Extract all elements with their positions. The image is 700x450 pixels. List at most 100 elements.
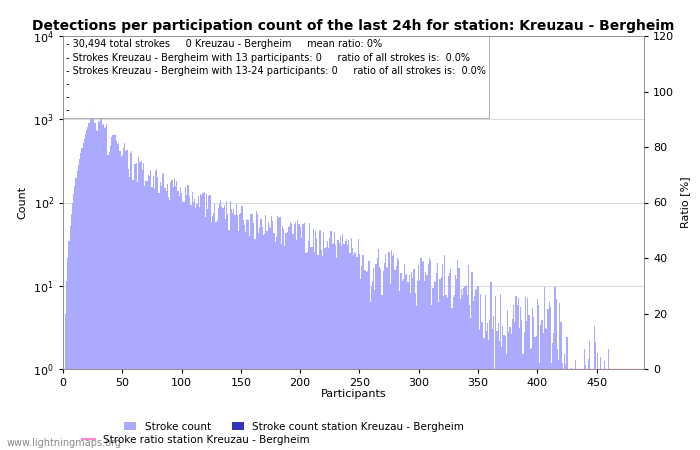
Bar xyxy=(132,180,134,450)
Bar xyxy=(552,343,553,450)
Bar xyxy=(519,328,520,450)
Bar xyxy=(470,318,472,450)
Bar xyxy=(93,104,95,450)
Bar xyxy=(257,214,258,450)
Bar xyxy=(185,187,186,450)
Bar xyxy=(449,273,450,450)
Bar xyxy=(108,152,110,450)
Bar xyxy=(105,127,106,450)
Bar xyxy=(298,224,300,450)
Bar xyxy=(458,268,460,450)
Bar xyxy=(373,268,374,450)
Bar xyxy=(418,265,419,450)
Bar xyxy=(137,182,139,450)
Bar xyxy=(146,181,148,450)
Bar xyxy=(73,194,74,450)
Bar xyxy=(150,170,151,450)
Bar xyxy=(316,238,317,450)
Bar xyxy=(440,279,441,450)
Bar xyxy=(512,319,513,450)
Bar xyxy=(469,305,470,450)
Bar xyxy=(220,200,221,450)
Bar xyxy=(525,297,526,450)
Bar xyxy=(327,240,328,450)
Bar xyxy=(342,234,344,450)
Bar xyxy=(329,238,330,450)
Bar xyxy=(436,273,437,450)
Bar xyxy=(211,222,212,450)
Bar xyxy=(414,293,416,450)
Bar xyxy=(92,112,93,450)
Bar xyxy=(500,294,501,450)
Bar xyxy=(506,354,507,450)
Bar xyxy=(404,265,405,450)
Bar xyxy=(256,211,257,450)
Bar xyxy=(570,369,571,450)
Bar xyxy=(424,281,425,450)
Bar xyxy=(204,217,206,450)
Bar xyxy=(301,238,302,450)
Bar xyxy=(206,194,207,450)
Bar xyxy=(321,250,322,450)
Bar xyxy=(372,281,373,450)
Bar xyxy=(533,317,534,450)
Bar xyxy=(183,202,185,450)
Bar xyxy=(454,295,455,450)
Bar xyxy=(601,369,602,450)
Bar xyxy=(290,222,291,450)
Bar xyxy=(380,269,382,450)
Bar xyxy=(530,349,531,450)
Bar xyxy=(149,176,150,450)
Bar xyxy=(84,139,85,450)
Bar xyxy=(389,252,390,450)
Bar xyxy=(358,238,359,450)
Bar xyxy=(643,369,645,450)
Bar xyxy=(216,220,218,450)
Stroke ratio station Kreuzau - Bergheim xyxy=(391,366,399,372)
Bar xyxy=(163,173,164,450)
Bar xyxy=(450,269,452,450)
Bar xyxy=(344,241,346,450)
Bar xyxy=(399,291,400,450)
Bar xyxy=(359,254,360,450)
Text: www.lightningmaps.org: www.lightningmaps.org xyxy=(7,438,122,448)
Bar xyxy=(595,342,596,450)
Bar xyxy=(310,248,312,450)
Bar xyxy=(106,124,108,450)
Bar xyxy=(260,220,262,450)
Bar xyxy=(304,223,305,450)
Legend: Stroke count, Stroke count station Kreuzau - Bergheim: Stroke count, Stroke count station Kreuz… xyxy=(120,418,468,436)
Bar xyxy=(78,165,79,450)
Bar xyxy=(532,309,533,450)
Bar xyxy=(155,171,156,450)
Bar xyxy=(180,187,181,450)
Bar xyxy=(269,226,270,450)
Bar xyxy=(477,286,479,450)
Bar xyxy=(466,284,467,450)
Bar xyxy=(375,264,377,450)
Bar xyxy=(76,171,78,450)
Bar xyxy=(464,286,466,450)
Bar xyxy=(416,306,417,450)
Bar xyxy=(585,365,587,450)
Bar xyxy=(428,265,429,450)
Bar xyxy=(334,232,335,450)
Bar xyxy=(83,144,84,450)
Bar xyxy=(235,204,237,450)
Bar xyxy=(405,275,406,450)
Bar xyxy=(556,299,557,450)
Bar xyxy=(382,271,384,450)
Bar xyxy=(74,185,76,450)
Bar xyxy=(213,213,214,450)
Bar xyxy=(81,148,83,450)
Bar xyxy=(248,236,250,450)
Bar xyxy=(488,340,489,450)
Bar xyxy=(494,369,495,450)
Bar xyxy=(282,226,283,450)
Bar xyxy=(348,240,349,450)
Bar xyxy=(141,161,142,450)
Bar xyxy=(339,243,340,450)
Bar xyxy=(508,333,510,450)
Bar xyxy=(116,141,117,450)
Bar xyxy=(433,281,435,450)
